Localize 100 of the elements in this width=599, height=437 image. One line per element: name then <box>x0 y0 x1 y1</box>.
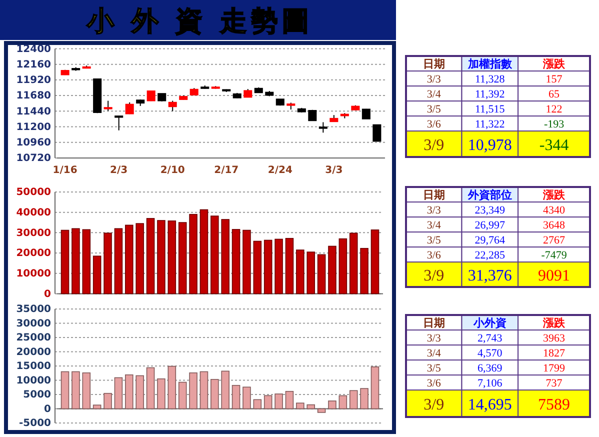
text: 3/3 <box>426 73 442 86</box>
bar <box>157 220 166 294</box>
bar <box>338 238 348 294</box>
bar <box>338 395 348 410</box>
y-tick-label: 30000 <box>16 228 52 239</box>
text: 3963 <box>543 332 566 344</box>
text: 4340 <box>543 204 566 216</box>
y-tick-label: -5000 <box>19 418 52 430</box>
bar <box>200 209 208 294</box>
y-tick-label: 25000 <box>16 332 52 344</box>
bar <box>232 384 240 410</box>
bar <box>200 371 208 410</box>
text: 3/6 <box>426 249 442 262</box>
candlestick <box>114 115 124 131</box>
bar <box>60 230 70 294</box>
bar <box>92 404 102 410</box>
text: 3/6 <box>426 377 442 390</box>
text: 3/3 <box>426 204 442 216</box>
bar <box>349 390 358 410</box>
bar <box>264 240 272 294</box>
x-tick-label: 2/24 <box>268 165 292 176</box>
y-tick-label: 20000 <box>16 248 52 260</box>
bar <box>296 402 304 410</box>
text: 3/5 <box>426 362 442 374</box>
text: 23,349 <box>474 204 506 216</box>
text: 11,322 <box>474 118 505 130</box>
bar <box>296 250 304 294</box>
text: 7,106 <box>478 377 503 390</box>
bar <box>82 229 91 294</box>
text: -344 <box>539 136 569 154</box>
candlestick <box>104 100 112 112</box>
candlestick <box>362 108 370 120</box>
text: 11,392 <box>474 88 505 100</box>
text: 29,764 <box>474 234 506 246</box>
y-tick-label: 11680 <box>16 90 52 102</box>
bar <box>210 216 219 294</box>
text: 26,997 <box>474 219 506 232</box>
bar <box>317 254 326 294</box>
bar <box>210 378 219 410</box>
bar <box>136 223 144 294</box>
bar <box>178 222 187 294</box>
bar <box>317 408 326 413</box>
text: 1827 <box>543 347 566 360</box>
bar <box>72 371 80 410</box>
bar <box>370 229 380 294</box>
y-tick-label: 12160 <box>16 60 52 71</box>
bar <box>189 214 198 294</box>
bar <box>285 390 294 410</box>
text: 3/9 <box>424 136 444 154</box>
bar <box>253 399 262 410</box>
y-tick-label: 11920 <box>16 75 52 86</box>
text: 3/4 <box>426 88 442 100</box>
text: 3/4 <box>426 347 442 360</box>
bar <box>125 374 134 410</box>
candlestick <box>372 124 382 142</box>
text: 3/9 <box>424 267 444 284</box>
text: 31,376 <box>468 267 512 284</box>
bar <box>136 375 144 410</box>
text: 157 <box>546 73 563 86</box>
bar <box>370 366 380 410</box>
bar <box>92 256 102 294</box>
bar <box>360 248 368 294</box>
text: 3/9 <box>424 396 444 414</box>
chart-title: 小 外 資 走勢圖 <box>86 6 314 37</box>
bar <box>104 232 112 294</box>
text: 65 <box>548 88 560 100</box>
y-tick-label: 10960 <box>16 138 52 149</box>
bar <box>146 218 155 294</box>
bar <box>178 382 187 410</box>
text: -7479 <box>541 249 568 262</box>
bar <box>114 228 123 294</box>
text: 11,515 <box>474 103 506 116</box>
text: 3/5 <box>426 103 442 116</box>
text: 加權指數 <box>466 57 513 70</box>
text: 7589 <box>538 396 570 414</box>
bar <box>221 370 230 410</box>
x-tick-label: 2/3 <box>110 165 128 176</box>
bar <box>232 229 240 294</box>
text: 日期 <box>422 188 445 202</box>
bar <box>104 392 112 410</box>
text: 2,743 <box>478 332 503 344</box>
text: 3648 <box>543 219 566 232</box>
text: 10,978 <box>468 136 512 154</box>
candlestick <box>318 122 328 134</box>
x-tick-label: 1/16 <box>52 165 78 176</box>
bar <box>157 378 166 410</box>
x-tick-label: 2/10 <box>160 165 185 176</box>
y-tick-label: 20000 <box>16 346 52 358</box>
y-tick-label: 12400 <box>16 44 52 55</box>
text: 3/6 <box>426 118 442 130</box>
y-tick-label: 5000 <box>23 390 52 401</box>
text: 日期 <box>422 57 445 70</box>
text: 3/5 <box>426 234 442 246</box>
text: 9091 <box>538 267 570 284</box>
text: 漲跌 <box>542 316 566 330</box>
bar <box>114 377 123 410</box>
bar <box>328 400 336 410</box>
bar <box>349 232 358 294</box>
bar <box>306 404 315 410</box>
bar <box>328 246 336 294</box>
